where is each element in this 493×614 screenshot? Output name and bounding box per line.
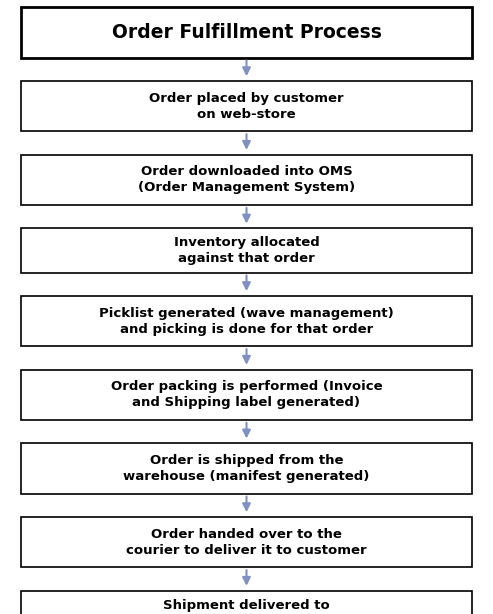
Bar bbox=[21, 443, 472, 494]
Text: Picklist generated (wave management)
and picking is done for that order: Picklist generated (wave management) and… bbox=[99, 306, 394, 336]
Bar bbox=[21, 591, 472, 614]
Bar bbox=[21, 7, 472, 58]
Text: Order downloaded into OMS
(Order Management System): Order downloaded into OMS (Order Managem… bbox=[138, 165, 355, 195]
Text: Inventory allocated
against that order: Inventory allocated against that order bbox=[174, 236, 319, 265]
Text: Order placed by customer
on web-store: Order placed by customer on web-store bbox=[149, 91, 344, 121]
Bar bbox=[21, 81, 472, 131]
Text: Shipment delivered to
customer: Shipment delivered to customer bbox=[163, 599, 330, 614]
Text: Order Fulfillment Process: Order Fulfillment Process bbox=[111, 23, 382, 42]
Bar bbox=[21, 370, 472, 420]
Text: Order packing is performed (Invoice
and Shipping label generated): Order packing is performed (Invoice and … bbox=[111, 380, 382, 410]
Bar bbox=[21, 228, 472, 273]
Bar bbox=[21, 296, 472, 346]
Text: Order is shipped from the
warehouse (manifest generated): Order is shipped from the warehouse (man… bbox=[123, 454, 370, 483]
Text: Order handed over to the
courier to deliver it to customer: Order handed over to the courier to deli… bbox=[126, 527, 367, 557]
Bar bbox=[21, 155, 472, 205]
Bar bbox=[21, 517, 472, 567]
